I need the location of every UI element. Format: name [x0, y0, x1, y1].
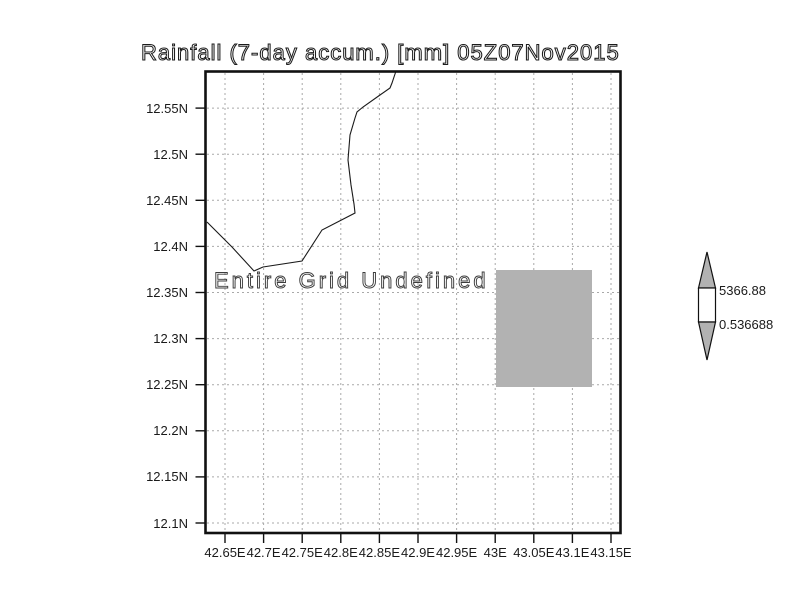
undefined-grid-message: Entire Grid Undefined	[214, 268, 489, 294]
x-tick-label: 42.65E	[204, 545, 246, 560]
y-tick-label: 12.35N	[146, 285, 188, 300]
y-tick-label: 12.1N	[153, 515, 188, 531]
y-tick-label: 12.45N	[146, 192, 188, 208]
axis-ticks	[195, 107, 612, 543]
y-tick-label: 12.5N	[153, 146, 188, 162]
colorbar-max-label: 5366.88	[719, 283, 766, 298]
shaded-region	[496, 270, 592, 387]
x-tick-label: 42.85E	[358, 545, 400, 560]
y-tick-label: 12.2N	[153, 423, 188, 439]
y-tick-label: 12.55N	[146, 100, 188, 116]
colorbar-min-label: 0.536688	[719, 317, 774, 332]
colorbar	[697, 251, 717, 361]
x-tick-label: 43.05E	[513, 545, 555, 560]
colorbar-box	[697, 287, 717, 323]
x-tick-label: 42.95E	[435, 545, 478, 560]
gridlines	[207, 73, 619, 532]
y-tick-label: 12.25N	[146, 377, 188, 393]
figure-title: Rainfall (7-day accum.) [mm] 05Z07Nov201…	[140, 39, 620, 65]
x-tick-label: 42.9E	[401, 545, 435, 560]
x-tick-label: 43.1E	[555, 545, 590, 560]
y-tick-label: 12.3N	[153, 331, 188, 347]
x-tick-label: 43E	[483, 545, 507, 560]
colorbar-top-arrow	[697, 251, 717, 289]
y-tick-label: 12.4N	[153, 238, 188, 254]
y-tick-label: 12.15N	[146, 469, 188, 485]
x-tick-label: 43.15E	[590, 545, 632, 560]
x-tick-label: 42.7E	[246, 545, 281, 560]
coastline	[206, 70, 397, 272]
plot-border	[204, 70, 622, 535]
x-tick-label: 42.75E	[281, 545, 323, 560]
colorbar-bottom-arrow	[697, 321, 717, 361]
x-tick-label: 42.8E	[323, 545, 358, 560]
